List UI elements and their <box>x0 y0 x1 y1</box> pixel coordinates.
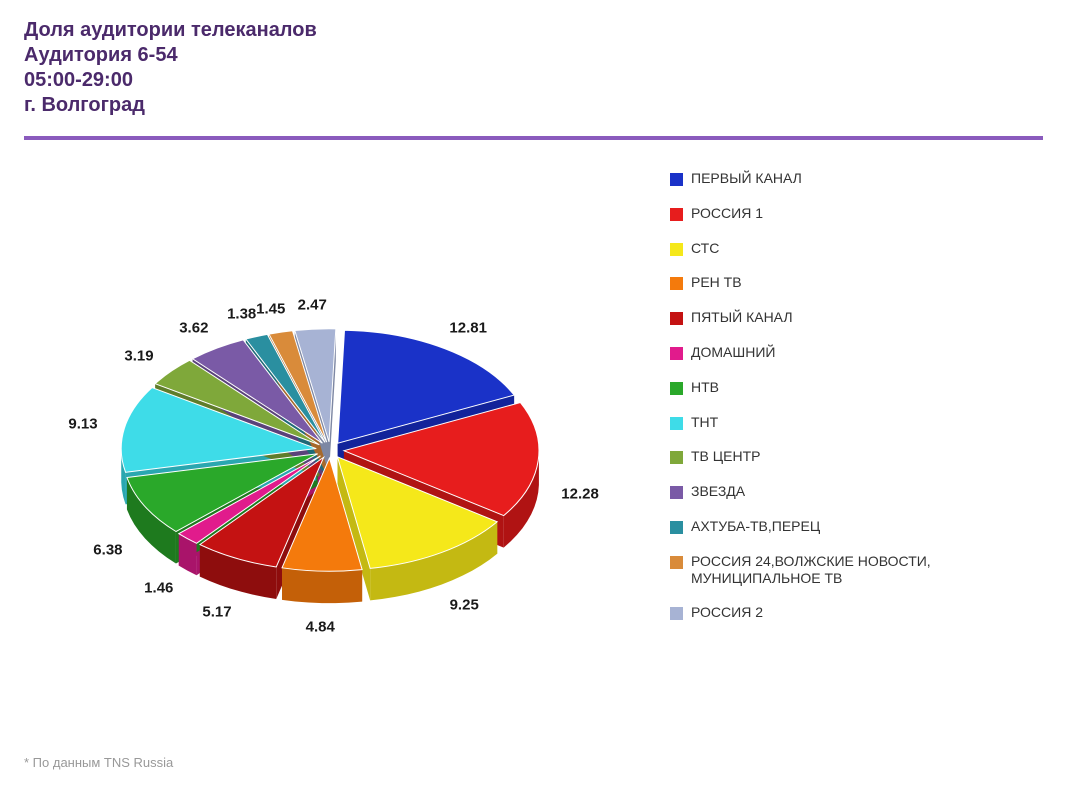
legend-item: ТВ ЦЕНТР <box>670 448 990 465</box>
legend-label: ПЕРВЫЙ КАНАЛ <box>691 170 802 187</box>
legend-item: РОССИЯ 24,ВОЛЖСКИЕ НОВОСТИ, МУНИЦИПАЛЬНО… <box>670 553 990 587</box>
legend-swatch <box>670 556 683 569</box>
legend-label: РОССИЯ 24,ВОЛЖСКИЕ НОВОСТИ, МУНИЦИПАЛЬНО… <box>691 553 990 587</box>
legend-swatch <box>670 417 683 430</box>
legend-swatch <box>670 451 683 464</box>
legend-item: РЕН ТВ <box>670 274 990 291</box>
legend-label: ПЯТЫЙ КАНАЛ <box>691 309 793 326</box>
legend-label: НТВ <box>691 379 719 396</box>
pie-value-label: 3.19 <box>124 347 153 364</box>
pie-value-label: 4.84 <box>306 619 335 636</box>
legend: ПЕРВЫЙ КАНАЛ РОССИЯ 1 СТС РЕН ТВ ПЯТЫЙ КАНАЛ… <box>670 170 990 639</box>
legend-swatch <box>670 312 683 325</box>
legend-label: ТВ ЦЕНТР <box>691 448 760 465</box>
pie-value-label: 12.81 <box>449 320 487 337</box>
chart-body: 12.81 12.28 9.25 4.84 5.17 1.46 6.38 9.13 3.19 3.… <box>0 140 1067 710</box>
legend-label: ЗВЕЗДА <box>691 483 745 500</box>
title-line-1: Доля аудитории телеканалов <box>24 18 1043 43</box>
legend-label: ТНТ <box>691 414 718 431</box>
legend-swatch <box>670 208 683 221</box>
legend-item: ПЕРВЫЙ КАНАЛ <box>670 170 990 187</box>
legend-label: ДОМАШНИЙ <box>691 344 775 361</box>
pie-value-label: 5.17 <box>202 603 231 620</box>
legend-label: СТС <box>691 240 719 257</box>
pie-value-label: 1.46 <box>144 580 173 597</box>
pie-slice-wall <box>282 568 362 603</box>
title-line-4: г. Волгоград <box>24 93 1043 118</box>
legend-label: АХТУБА-ТВ,ПЕРЕЦ <box>691 518 820 535</box>
legend-label: РОССИЯ 2 <box>691 604 763 621</box>
legend-item: НТВ <box>670 379 990 396</box>
legend-item: РОССИЯ 1 <box>670 205 990 222</box>
legend-item: РОССИЯ 2 <box>670 604 990 621</box>
pie-value-label: 9.13 <box>68 416 97 433</box>
legend-item: СТС <box>670 240 990 257</box>
pie-chart: 12.81 12.28 9.25 4.84 5.17 1.46 6.38 9.13 3.19 3.… <box>10 150 650 710</box>
title-line-3: 05:00-29:00 <box>24 68 1043 93</box>
legend-swatch <box>670 347 683 360</box>
legend-swatch <box>670 243 683 256</box>
footnote: * По данным TNS Russia <box>24 755 173 770</box>
pie-value-label: 9.25 <box>450 597 479 614</box>
pie-value-label: 3.62 <box>179 319 208 336</box>
legend-item: ЗВЕЗДА <box>670 483 990 500</box>
pie-value-label: 12.28 <box>561 486 599 503</box>
legend-swatch <box>670 521 683 534</box>
legend-item: АХТУБА-ТВ,ПЕРЕЦ <box>670 518 990 535</box>
legend-item: ДОМАШНИЙ <box>670 344 990 361</box>
title-line-2: Аудитория 6-54 <box>24 43 1043 68</box>
legend-swatch <box>670 277 683 290</box>
legend-swatch <box>670 173 683 186</box>
header: Доля аудитории телеканалов Аудитория 6-5… <box>0 0 1067 128</box>
legend-swatch <box>670 486 683 499</box>
legend-swatch <box>670 382 683 395</box>
pie-value-label: 6.38 <box>93 541 122 558</box>
legend-swatch <box>670 607 683 620</box>
legend-label: РОССИЯ 1 <box>691 205 763 222</box>
pie-value-label: 2.47 <box>298 296 327 313</box>
legend-item: ТНТ <box>670 414 990 431</box>
legend-label: РЕН ТВ <box>691 274 742 291</box>
pie-value-label: 1.38 <box>227 305 256 322</box>
pie-value-label: 1.45 <box>256 300 285 317</box>
legend-item: ПЯТЫЙ КАНАЛ <box>670 309 990 326</box>
